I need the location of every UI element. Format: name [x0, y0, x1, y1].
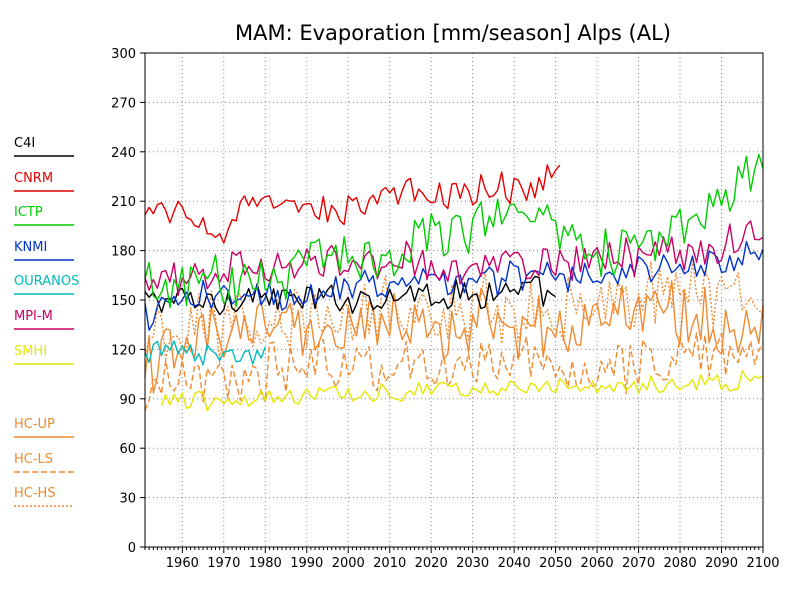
- y-tick-label: 0: [128, 541, 136, 556]
- legend-label-mpi-m: MPI-M: [14, 309, 53, 324]
- y-tick-label: 180: [111, 245, 136, 260]
- x-tick-label: 2100: [746, 556, 779, 571]
- plot-frame: [144, 52, 764, 548]
- x-axis-labels: 1960 1970 1980 1990 2000 2010 2020 2030 2040 2050…: [166, 556, 780, 571]
- y-tick-label: 90: [119, 393, 136, 408]
- x-tick-label: 2000: [332, 556, 365, 571]
- plot-lines: [144, 153, 764, 412]
- series-line-hc-up: [144, 280, 764, 394]
- y-tick-label: 30: [119, 492, 136, 507]
- x-tick-label: 1980: [249, 556, 282, 571]
- legend-label-ouranos: OURANOS: [14, 274, 79, 289]
- legend-label-cnrm: CNRM: [14, 171, 53, 186]
- legend-label-ictp: ICTP: [14, 205, 43, 220]
- legend-label-hc-up: HC-UP: [14, 417, 55, 432]
- legend: C4I CNRM ICTP KNMI OURANOS MPI-M SMHI HC-UP HC-L…: [14, 136, 79, 507]
- series-line-mpi-m: [144, 220, 764, 296]
- legend-label-smhi: SMHI: [14, 344, 47, 359]
- legend-label-knmi: KNMI: [14, 240, 47, 255]
- x-tick-label: 1960: [166, 556, 199, 571]
- y-tick-label: 240: [111, 146, 136, 161]
- y-tick-label: 150: [111, 294, 136, 309]
- x-tick-label: 2050: [539, 556, 572, 571]
- series-line-smhi: [160, 370, 764, 412]
- series-line-hc-hs: [144, 260, 764, 363]
- legend-label-hc-hs: HC-HS: [14, 486, 56, 501]
- series-line-knmi: [144, 240, 764, 331]
- x-tick-label: 2090: [705, 556, 738, 571]
- grid: [140, 52, 764, 553]
- y-tick-label: 270: [111, 96, 136, 111]
- x-tick-label: 2030: [456, 556, 489, 571]
- series-line-hc-ls: [144, 332, 764, 411]
- x-tick-label: 1990: [290, 556, 323, 571]
- series-line-ictp: [144, 153, 764, 309]
- x-tick-label: 1970: [207, 556, 240, 571]
- legend-label-c4i: C4I: [14, 136, 35, 151]
- x-tick-label: 2010: [373, 556, 406, 571]
- x-tick-label: 2040: [498, 556, 531, 571]
- y-tick-label: 300: [111, 47, 136, 62]
- y-tick-label: 210: [111, 195, 136, 210]
- series-line-cnrm: [144, 164, 561, 244]
- x-tick-label: 2080: [664, 556, 697, 571]
- x-tick-label: 2070: [622, 556, 655, 571]
- series-line-ouranos: [144, 340, 266, 366]
- x-tick-label: 2020: [415, 556, 448, 571]
- legend-label-hc-ls: HC-LS: [14, 452, 53, 467]
- y-tick-label: 60: [119, 442, 136, 457]
- x-tick-label: 2060: [581, 556, 614, 571]
- y-axis-labels: 0 30 60 90 120 150 180 210 240 270 300: [111, 47, 136, 556]
- chart-title: MAM: Evaporation [mm/season] Alps (AL): [235, 21, 671, 45]
- y-tick-label: 120: [111, 343, 136, 358]
